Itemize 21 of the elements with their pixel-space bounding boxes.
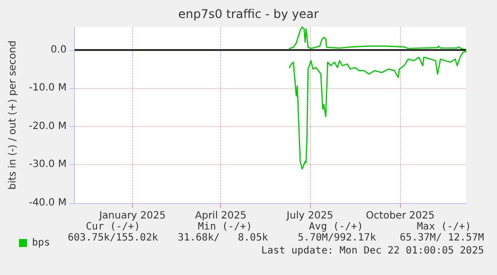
text: Max (-/+) xyxy=(416,222,472,232)
text: Cur (-/+) xyxy=(86,222,140,232)
x-tick-label: July 2025 xyxy=(286,210,334,222)
y-axis-title: bits in (-) / out (+) per second xyxy=(8,40,18,190)
y-tick-label: -10.0 M xyxy=(28,82,67,94)
text: Avg (-/+) xyxy=(308,222,364,232)
text: Min (-/+) xyxy=(198,222,252,232)
text: 65.37M/ 12.57M xyxy=(400,232,484,244)
y-tick-label: -20.0 M xyxy=(28,120,67,132)
x-tick-label: April 2025 xyxy=(194,210,246,222)
x-tick-label: January 2025 xyxy=(98,210,166,222)
y-tick-label: -30.0 M xyxy=(28,159,67,170)
text: 31.68k/ 8.05k xyxy=(178,232,268,244)
y-tick-label: -40.0 M xyxy=(28,198,67,208)
text: Last update: Mon Dec 22 01:00:05 2025 xyxy=(261,246,484,256)
text: 5.70M/992.17k xyxy=(298,232,376,244)
text: 603.75k/155.02k xyxy=(68,232,158,244)
legend-label: bps xyxy=(32,238,50,248)
chart-title: enp7s0 traffic - by year xyxy=(178,7,319,21)
x-tick-label: October 2025 xyxy=(366,210,435,222)
y-tick-label: 0.0 xyxy=(50,44,67,56)
